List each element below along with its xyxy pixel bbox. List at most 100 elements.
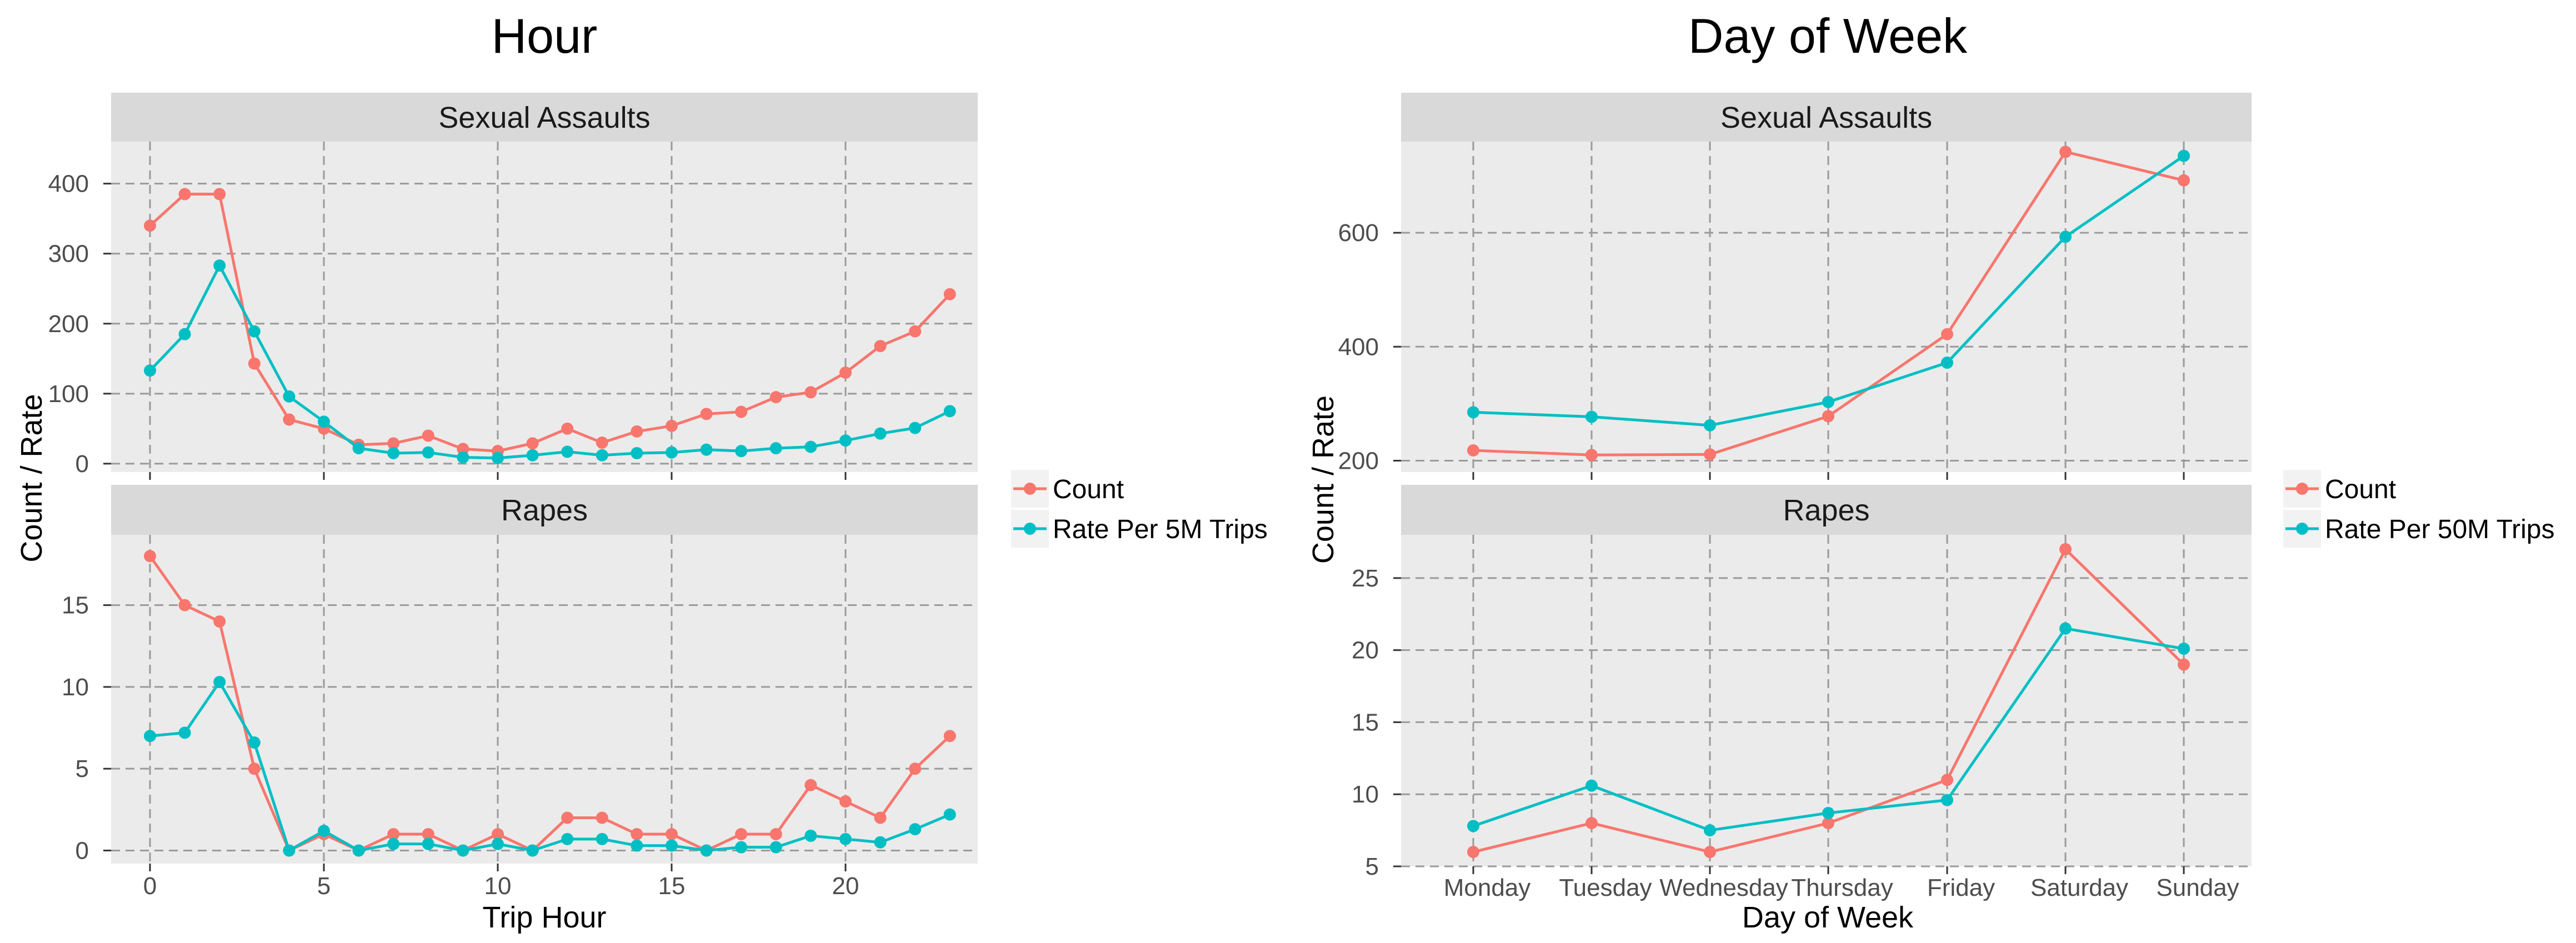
data-point-rate (1822, 806, 1834, 819)
data-point-rate (1941, 794, 1953, 806)
series-line-count (149, 193, 951, 453)
data-point-rate (700, 844, 713, 857)
data-point-count (1704, 448, 1716, 461)
y-tick-label: 400 (48, 170, 89, 198)
data-point-count (2059, 543, 2072, 555)
data-point-rate (909, 823, 922, 836)
y-tick-label: 10 (1352, 781, 1379, 808)
legend-key-point (1024, 523, 1036, 535)
data-point-rate (1585, 779, 1598, 792)
data-point-rate (804, 829, 817, 842)
data-point-rate (839, 434, 852, 447)
y-tick-label: 20 (1352, 637, 1379, 664)
x-tick-label: Saturday (2030, 874, 2128, 901)
data-point-count (631, 425, 643, 438)
legend-label: Count (1053, 475, 1124, 504)
data-point-count (248, 357, 261, 370)
facet-strip (111, 485, 978, 535)
data-point-rate (909, 422, 922, 434)
data-point-count (1822, 817, 1834, 830)
legend-key-point (1024, 483, 1036, 495)
y-tick-label: 15 (1352, 709, 1379, 736)
data-point-count (1822, 410, 1834, 423)
chart-title: Hour (492, 8, 598, 63)
data-point-count (526, 437, 539, 450)
data-point-count (561, 811, 574, 824)
data-point-rate (769, 442, 782, 455)
facet-strip-label: Sexual Assaults (438, 101, 650, 134)
data-point-count (2059, 146, 2072, 158)
data-point-rate (352, 844, 365, 857)
chart-title: Day of Week (1688, 8, 1968, 63)
y-tick-label: 600 (1338, 219, 1379, 247)
data-point-rate (492, 837, 504, 850)
data-point-rate (422, 837, 434, 850)
y-axis-title: Count / Rate (1307, 395, 1340, 564)
data-point-count (735, 405, 748, 418)
data-point-count (561, 422, 574, 435)
data-point-rate (666, 446, 678, 459)
x-tick-label: 10 (484, 872, 512, 900)
data-point-rate (666, 839, 678, 852)
data-point-rate (178, 328, 191, 340)
y-tick-label: 15 (62, 592, 89, 619)
data-point-count (1585, 817, 1598, 830)
data-point-count (144, 550, 156, 563)
x-tick-label: 0 (143, 872, 157, 900)
data-point-rate (1585, 410, 1598, 423)
data-point-rate (1704, 824, 1716, 837)
data-point-rate (457, 844, 469, 857)
data-point-rate (492, 452, 504, 464)
data-point-rate (700, 443, 713, 456)
data-point-rate (213, 259, 226, 272)
facet-strip (111, 93, 978, 142)
data-point-count (144, 219, 156, 232)
data-point-count (874, 811, 887, 824)
data-point-rate (943, 808, 956, 821)
x-axis-title: Day of Week (1742, 901, 1914, 934)
y-tick-label: 5 (76, 755, 89, 783)
facet-strip (1401, 485, 2252, 535)
data-point-rate (2059, 622, 2072, 635)
x-tick-label: 20 (832, 872, 859, 900)
x-tick-label: 5 (317, 872, 331, 900)
y-tick-label: 10 (62, 674, 89, 701)
data-point-count (283, 413, 296, 426)
data-point-count (387, 437, 400, 450)
facet-strip (1401, 93, 2252, 142)
data-point-count (422, 827, 434, 840)
data-point-count (909, 763, 922, 775)
legend-label: Rate Per 50M Trips (2325, 515, 2554, 544)
data-point-rate (422, 446, 434, 459)
data-point-count (1941, 774, 1953, 786)
facet-panel-rapes: Rapes 0 5 10 15 (62, 485, 978, 871)
data-point-rate (144, 730, 156, 743)
data-point-count (213, 615, 226, 628)
facet-panel-rapes: Rapes 5 10 15 20 25 (1352, 485, 2252, 880)
data-point-count (909, 325, 922, 338)
data-point-rate (2178, 643, 2190, 655)
data-point-rate (596, 832, 608, 845)
panel-background (111, 142, 978, 472)
data-point-count (769, 827, 782, 840)
data-point-count (839, 366, 852, 379)
x-tick-label: Sunday (2156, 874, 2239, 901)
legend-label: Count (2325, 475, 2396, 504)
data-point-rate (352, 442, 365, 455)
data-point-count (839, 795, 852, 808)
data-point-count (1704, 846, 1716, 859)
y-tick-label: 400 (1338, 333, 1379, 360)
data-point-count (804, 779, 817, 791)
data-point-rate (839, 832, 852, 845)
data-point-count (2178, 658, 2190, 671)
data-point-count (213, 188, 226, 200)
data-point-rate (213, 676, 226, 689)
data-point-count (1467, 444, 1479, 457)
data-point-count (596, 437, 608, 449)
data-point-rate (457, 451, 469, 464)
data-point-rate (769, 841, 782, 854)
data-point-count (1467, 846, 1479, 859)
data-point-count (2178, 174, 2190, 187)
data-point-rate (248, 736, 261, 749)
